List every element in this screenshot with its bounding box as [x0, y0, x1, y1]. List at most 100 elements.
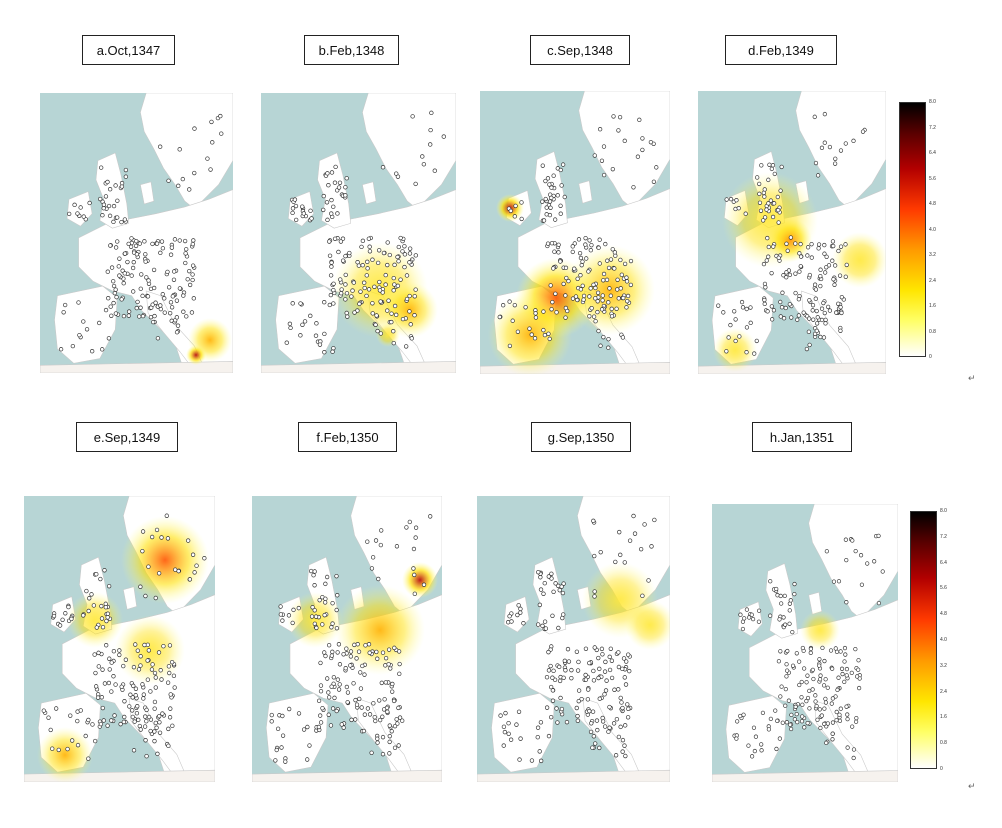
- city-marker: [575, 276, 580, 282]
- city-marker: [597, 666, 602, 672]
- city-marker: [818, 725, 823, 731]
- city-marker: [121, 663, 126, 669]
- city-marker: [593, 285, 598, 291]
- city-marker: [139, 272, 144, 277]
- city-marker: [607, 654, 612, 660]
- city-marker: [407, 251, 413, 256]
- city-marker: [87, 596, 92, 601]
- city-marker: [591, 314, 597, 319]
- city-marker: [176, 568, 181, 574]
- city-marker: [599, 307, 605, 312]
- land-shape: [317, 152, 352, 229]
- city-marker: [543, 626, 549, 631]
- city-marker: [336, 185, 342, 190]
- city-marker: [817, 677, 823, 682]
- city-marker: [503, 710, 508, 716]
- city-marker: [802, 725, 807, 730]
- city-marker: [588, 248, 593, 253]
- city-marker: [121, 313, 127, 319]
- city-marker: [313, 333, 319, 338]
- city-marker: [734, 736, 739, 741]
- city-marker: [329, 684, 334, 689]
- city-marker: [813, 296, 818, 301]
- city-marker: [392, 723, 398, 729]
- city-marker: [379, 680, 384, 686]
- city-marker: [302, 319, 308, 324]
- city-marker: [817, 707, 822, 712]
- city-marker: [628, 282, 634, 288]
- plague-intensity-hotspot: [402, 562, 438, 598]
- city-marker: [839, 666, 845, 671]
- city-marker: [764, 207, 769, 212]
- city-marker: [354, 656, 359, 661]
- city-marker: [512, 302, 517, 308]
- land-shape: [140, 181, 155, 205]
- city-marker: [98, 721, 104, 727]
- city-marker: [838, 649, 843, 654]
- city-marker: [733, 338, 738, 344]
- city-marker: [308, 313, 313, 318]
- city-marker: [598, 343, 603, 348]
- city-marker: [498, 713, 503, 718]
- city-marker: [561, 581, 566, 586]
- city-marker: [850, 538, 855, 543]
- city-marker: [768, 613, 773, 618]
- city-marker: [331, 281, 336, 286]
- city-marker: [550, 675, 555, 680]
- city-marker: [314, 321, 319, 326]
- city-marker: [818, 267, 823, 272]
- city-marker: [588, 286, 593, 291]
- city-marker: [830, 239, 836, 244]
- city-marker: [167, 715, 173, 720]
- city-marker: [740, 305, 746, 310]
- city-marker: [190, 263, 196, 268]
- city-marker: [126, 309, 132, 314]
- city-marker: [144, 753, 149, 759]
- city-marker: [56, 747, 61, 753]
- city-marker: [330, 600, 335, 606]
- map-panel-g: [477, 496, 670, 782]
- city-marker: [744, 325, 750, 330]
- city-marker: [373, 322, 378, 327]
- city-marker: [588, 729, 594, 735]
- city-marker: [838, 148, 844, 153]
- city-marker: [747, 615, 752, 620]
- city-marker: [538, 587, 544, 592]
- city-marker: [640, 136, 645, 141]
- city-marker: [805, 721, 810, 726]
- city-marker: [843, 537, 848, 542]
- city-marker: [372, 284, 377, 289]
- city-marker: [330, 621, 335, 626]
- city-marker: [154, 725, 159, 730]
- city-marker: [300, 322, 305, 327]
- city-marker: [762, 281, 768, 287]
- city-marker: [370, 311, 375, 316]
- city-marker: [327, 695, 332, 700]
- city-marker: [851, 755, 856, 761]
- city-marker: [134, 710, 140, 716]
- city-marker: [323, 596, 328, 602]
- city-marker: [826, 304, 831, 310]
- plague-intensity-hotspot: [800, 610, 840, 650]
- city-marker: [119, 180, 125, 186]
- city-marker: [380, 714, 385, 719]
- colorbar-gradient: [910, 511, 937, 769]
- city-marker: [210, 140, 215, 145]
- city-marker: [833, 263, 838, 268]
- city-marker: [312, 608, 317, 613]
- city-marker: [109, 718, 114, 723]
- city-marker: [610, 166, 615, 172]
- city-marker: [123, 174, 129, 179]
- city-marker: [724, 197, 729, 202]
- city-marker: [738, 713, 743, 719]
- city-marker: [876, 533, 881, 539]
- city-marker: [538, 758, 544, 764]
- city-marker: [548, 714, 554, 720]
- city-marker: [335, 650, 340, 655]
- city-marker: [770, 317, 775, 322]
- city-marker: [145, 294, 151, 299]
- city-marker: [54, 706, 59, 711]
- city-marker: [823, 677, 828, 682]
- city-marker: [366, 287, 372, 292]
- city-marker: [410, 114, 415, 119]
